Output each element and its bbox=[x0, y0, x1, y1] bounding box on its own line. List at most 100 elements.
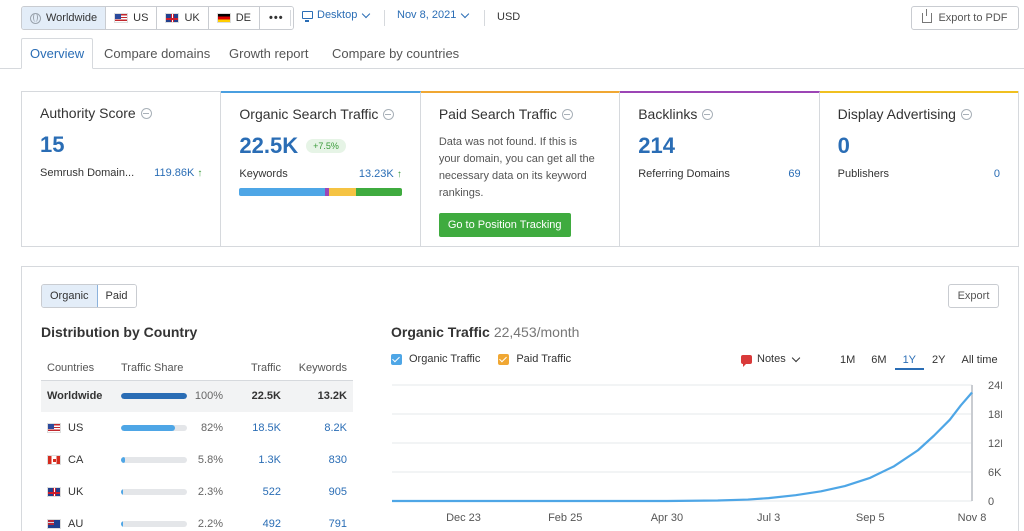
keyword-bar-segment bbox=[239, 188, 326, 196]
sub-value[interactable]: 0 bbox=[993, 168, 1001, 180]
flag-de-icon bbox=[216, 13, 231, 23]
card-title: Authority Score bbox=[40, 105, 202, 121]
column-header: Countries bbox=[41, 357, 115, 381]
backlinks-value[interactable]: 214 bbox=[638, 133, 675, 158]
card-title: Backlinks bbox=[638, 106, 800, 122]
checkbox-icon[interactable] bbox=[498, 353, 510, 365]
traffic-share-bar bbox=[121, 489, 187, 495]
sub-value[interactable]: 119.86K bbox=[154, 167, 195, 179]
distribution-title: Distribution by Country bbox=[41, 324, 198, 340]
checkbox-icon[interactable] bbox=[391, 353, 402, 365]
organic-traffic-chart[interactable]: 24K 18K 12K 6K 0 Dec 23 Feb 25 Apr 30 Jul 3 Sep 5… bbox=[382, 375, 1002, 531]
traffic-value[interactable]: 522 bbox=[262, 486, 281, 498]
region-label: DE bbox=[235, 12, 251, 24]
country-name: CA bbox=[68, 454, 84, 466]
flag-ca-icon bbox=[47, 455, 61, 465]
card-sub-row: Referring Domains 69 bbox=[638, 168, 800, 180]
more-regions-button[interactable]: ••• bbox=[260, 7, 293, 29]
display-advertising-value[interactable]: 0 bbox=[837, 133, 850, 158]
range-all-time[interactable]: All time bbox=[961, 354, 998, 366]
traffic-share-fill bbox=[121, 521, 123, 527]
tab-overview[interactable]: Overview bbox=[21, 38, 94, 69]
table-row[interactable]: AU 2.2% 492 791 bbox=[41, 508, 353, 531]
sub-value[interactable]: 69 bbox=[788, 168, 801, 180]
range-selector: 1M 6M 1Y 2Y All time bbox=[832, 354, 1006, 370]
notes-dropdown[interactable]: Notes bbox=[741, 353, 800, 367]
desktop-icon bbox=[302, 11, 313, 22]
tab-compare-domains[interactable]: Compare domains bbox=[104, 45, 211, 61]
region-selector: Worldwide US UK DE ••• bbox=[21, 6, 294, 30]
top-bar: Worldwide US UK DE ••• Desktop Nov 8, 20… bbox=[0, 0, 1024, 36]
keywords-value[interactable]: 791 bbox=[328, 518, 347, 530]
device-label: Desktop bbox=[317, 9, 358, 21]
flag-us-icon bbox=[47, 423, 61, 433]
keyword-bar-segment bbox=[356, 188, 402, 196]
info-icon[interactable] bbox=[561, 108, 573, 120]
traffic-share-pct: 2.2% bbox=[197, 518, 223, 530]
legend-label: Paid Traffic bbox=[516, 353, 572, 365]
table-row[interactable]: CA 5.8% 1.3K 830 bbox=[41, 444, 353, 476]
keywords-value[interactable]: 830 bbox=[328, 454, 347, 466]
info-icon[interactable] bbox=[140, 107, 152, 119]
traffic-value[interactable]: 1.3K bbox=[258, 454, 281, 466]
table-row[interactable]: Worldwide 100% 22.5K 13.2K bbox=[41, 380, 353, 412]
authority-score-card[interactable]: Authority Score 15 Semrush Domain... 119… bbox=[22, 92, 222, 246]
card-title-text: Backlinks bbox=[638, 106, 698, 122]
x-tick-label: Jul 3 bbox=[757, 512, 780, 524]
keywords-value[interactable]: 8.2K bbox=[324, 422, 347, 434]
region-uk-button[interactable]: UK bbox=[157, 7, 209, 29]
legend-paid-traffic[interactable]: Paid Traffic bbox=[498, 353, 571, 365]
keywords-position-bar[interactable] bbox=[239, 188, 402, 196]
flag-au-icon bbox=[47, 519, 61, 529]
card-sub-row: Semrush Domain... 119.86K ↑ bbox=[40, 167, 202, 179]
region-us-button[interactable]: US bbox=[106, 7, 158, 29]
region-label: US bbox=[133, 12, 149, 24]
x-tick-label: Feb 25 bbox=[548, 512, 582, 524]
table-row[interactable]: UK 2.3% 522 905 bbox=[41, 476, 353, 508]
traffic-share-fill bbox=[121, 393, 187, 400]
backlinks-card[interactable]: Backlinks 214 Referring Domains 69 bbox=[620, 91, 820, 246]
traffic-share-bar bbox=[121, 393, 187, 400]
info-icon[interactable] bbox=[702, 108, 714, 120]
divider bbox=[484, 10, 485, 26]
traffic-value[interactable]: 18.5K bbox=[252, 422, 281, 434]
date-dropdown[interactable]: Nov 8, 2021 bbox=[397, 9, 470, 21]
device-dropdown[interactable]: Desktop bbox=[302, 9, 371, 22]
tab-growth-report[interactable]: Growth report bbox=[229, 45, 309, 61]
tab-compare-by-countries[interactable]: Compare by countries bbox=[332, 45, 460, 61]
chart-title-text: Organic Traffic bbox=[391, 324, 490, 340]
paid-toggle-button[interactable]: Paid bbox=[97, 285, 136, 307]
traffic-value[interactable]: 492 bbox=[262, 518, 281, 530]
traffic-share-pct: 2.3% bbox=[197, 486, 223, 498]
sub-value[interactable]: 13.23K bbox=[358, 168, 394, 180]
traffic-share-pct: 82% bbox=[200, 422, 223, 434]
x-tick-label: Nov 8 bbox=[958, 512, 987, 524]
tab-bar: Overview Compare domains Growth report C… bbox=[0, 38, 1024, 69]
organic-traffic-value[interactable]: 22.5K bbox=[239, 133, 299, 158]
range-1y[interactable]: 1Y bbox=[894, 354, 925, 370]
legend-organic-traffic[interactable]: Organic Traffic bbox=[391, 353, 480, 365]
info-icon[interactable] bbox=[960, 108, 972, 120]
keywords-value[interactable]: 905 bbox=[328, 486, 347, 498]
authority-score-value[interactable]: 15 bbox=[40, 132, 65, 157]
region-worldwide-button[interactable]: Worldwide bbox=[22, 7, 107, 29]
organic-search-traffic-card[interactable]: Organic Search Traffic 22.5K +7.5% Keywo… bbox=[221, 91, 421, 246]
range-1m[interactable]: 1M bbox=[840, 354, 856, 366]
traffic-share-fill bbox=[121, 489, 123, 495]
export-pdf-button[interactable]: Export to PDF bbox=[911, 6, 1019, 30]
x-tick-label: Dec 23 bbox=[446, 512, 481, 524]
go-to-position-tracking-button[interactable]: Go to Position Tracking bbox=[438, 213, 571, 237]
traffic-share-fill bbox=[121, 425, 176, 431]
organic-toggle-button[interactable]: Organic bbox=[42, 285, 98, 307]
info-icon[interactable] bbox=[383, 108, 395, 120]
display-advertising-card[interactable]: Display Advertising 0 Publishers 0 bbox=[819, 91, 1019, 246]
keyword-bar-segment bbox=[325, 188, 329, 196]
y-tick-label: 24K bbox=[988, 380, 1002, 392]
card-title: Paid Search Traffic bbox=[439, 106, 601, 122]
country-name: UK bbox=[68, 486, 84, 498]
table-row[interactable]: US 82% 18.5K 8.2K bbox=[41, 412, 353, 444]
range-6m[interactable]: 6M bbox=[871, 354, 887, 366]
export-button[interactable]: Export bbox=[948, 284, 999, 308]
region-de-button[interactable]: DE bbox=[208, 7, 260, 29]
range-2y[interactable]: 2Y bbox=[932, 354, 946, 366]
